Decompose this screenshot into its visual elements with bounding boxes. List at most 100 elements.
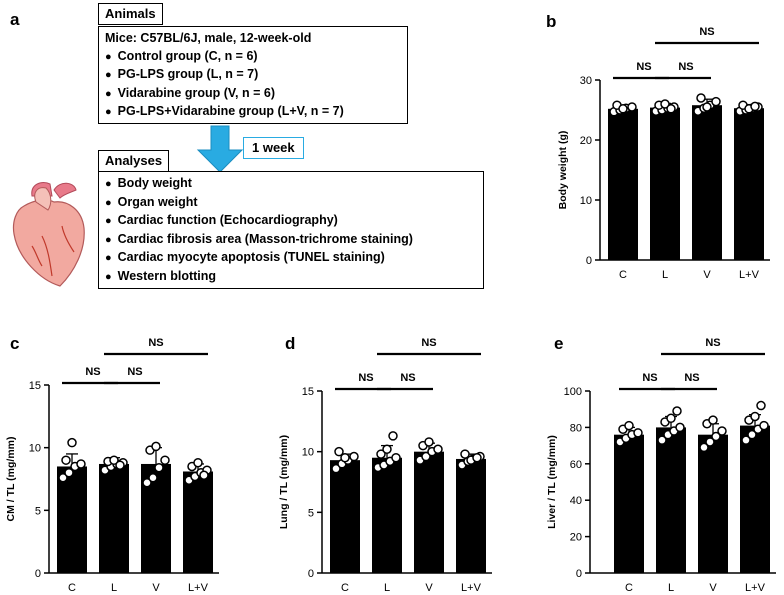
data-point <box>750 101 760 112</box>
x-tick-label: L <box>111 582 117 594</box>
bar <box>608 108 638 260</box>
data-point <box>627 102 637 112</box>
data-point <box>349 451 359 462</box>
analysis-item: Organ weight <box>105 194 477 213</box>
significance-label: NS <box>684 372 699 384</box>
y-tick-label: 100 <box>564 386 582 398</box>
data-point <box>67 437 77 448</box>
data-point <box>160 455 170 465</box>
data-point <box>756 400 766 411</box>
x-tick-label: V <box>152 582 160 594</box>
panel-c-letter: c <box>10 334 20 353</box>
y-axis-label: Body weight (g) <box>557 131 569 210</box>
y-tick-label: 40 <box>570 495 582 507</box>
data-point <box>151 441 161 452</box>
data-point <box>633 428 643 438</box>
data-point <box>340 452 350 463</box>
analyses-label: Analyses <box>98 150 170 172</box>
bar <box>57 466 87 573</box>
data-point <box>666 413 676 424</box>
y-tick-label: 5 <box>308 507 314 519</box>
data-point <box>460 449 470 459</box>
data-point <box>708 415 718 425</box>
data-point <box>660 99 670 109</box>
data-point <box>388 431 398 441</box>
significance-label: NS <box>127 366 142 378</box>
data-point <box>759 420 769 431</box>
bar <box>698 434 728 573</box>
group-item-combo: PG-LPS+Vidarabine group (L+V, n = 7) <box>105 103 401 122</box>
significance-label: NS <box>636 61 651 73</box>
analysis-item: Cardiac myocyte apoptosis (TUNEL stainin… <box>105 249 477 268</box>
data-point <box>741 435 751 445</box>
data-point <box>76 459 86 469</box>
y-tick-label: 0 <box>35 568 41 580</box>
data-point <box>711 96 721 107</box>
y-tick-label: 0 <box>586 255 592 267</box>
bar <box>614 434 644 573</box>
data-point <box>421 451 431 462</box>
heart-icon <box>12 182 85 287</box>
y-tick-label: 10 <box>580 195 592 207</box>
significance-label: NS <box>358 372 373 384</box>
significance-label: NS <box>699 26 714 38</box>
x-tick-label: V <box>425 582 433 594</box>
analysis-item: Western blotting <box>105 268 477 287</box>
panel-b-letter: b <box>546 12 557 31</box>
group-item-control: Control group (C, n = 6) <box>105 48 401 67</box>
data-point <box>64 467 74 478</box>
y-tick-label: 5 <box>35 505 41 517</box>
group-list: Control group (C, n = 6) PG-LPS group (L… <box>105 48 401 122</box>
y-tick-label: 10 <box>302 447 314 459</box>
data-point <box>672 406 682 416</box>
data-point <box>154 462 164 473</box>
data-point <box>109 455 119 465</box>
data-point <box>624 420 634 431</box>
data-point <box>702 102 712 112</box>
y-tick-label: 60 <box>570 459 582 471</box>
data-point <box>618 104 628 114</box>
x-tick-label: L+V <box>745 582 766 594</box>
y-tick-label: 15 <box>29 380 41 392</box>
bar <box>740 425 770 573</box>
bar <box>456 458 486 573</box>
bar <box>650 107 680 260</box>
significance-label: NS <box>678 61 693 73</box>
data-point <box>699 442 709 453</box>
x-tick-label: L <box>668 582 674 594</box>
analyses-list: Body weight Organ weight Cardiac functio… <box>105 175 477 286</box>
y-tick-label: 15 <box>302 386 314 398</box>
mice-line: Mice: C57BL/6J, male, 12-week-old <box>105 31 312 45</box>
bar <box>734 108 764 260</box>
bar <box>692 105 722 260</box>
data-point <box>199 470 209 480</box>
data-point <box>376 449 386 459</box>
data-point <box>391 452 401 463</box>
data-point <box>58 472 68 483</box>
y-axis-label: Lung / TL (mg/mm) <box>278 435 290 529</box>
y-tick-label: 80 <box>570 422 582 434</box>
y-tick-label: 0 <box>308 568 314 580</box>
animals-label: Animals <box>98 3 163 25</box>
data-point <box>142 478 152 488</box>
animals-box: Mice: C57BL/6J, male, 12-week-old Contro… <box>98 26 408 124</box>
bar <box>414 451 444 573</box>
significance-label: NS <box>705 337 720 349</box>
x-tick-label: V <box>709 582 717 594</box>
data-point <box>657 435 667 445</box>
data-point <box>433 444 443 454</box>
significance-label: NS <box>642 372 657 384</box>
significance-label: NS <box>148 337 163 349</box>
analyses-box: Body weight Organ weight Cardiac functio… <box>98 171 484 289</box>
significance-label: NS <box>421 337 436 349</box>
y-tick-label: 10 <box>29 443 41 455</box>
y-tick-label: 0 <box>576 568 582 580</box>
bar <box>183 471 213 573</box>
analysis-item: Cardiac function (Echocardiography) <box>105 212 477 231</box>
down-arrow-icon <box>196 125 244 173</box>
group-item-pg-lps: PG-LPS group (L, n = 7) <box>105 66 401 85</box>
data-point <box>666 104 676 114</box>
